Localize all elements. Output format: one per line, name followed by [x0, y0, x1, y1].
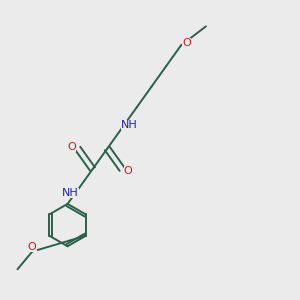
Text: O: O	[68, 142, 76, 152]
Text: O: O	[182, 38, 191, 47]
Text: NH: NH	[62, 188, 79, 198]
Text: O: O	[28, 242, 37, 252]
Text: O: O	[124, 166, 132, 176]
Text: NH: NH	[121, 120, 138, 130]
